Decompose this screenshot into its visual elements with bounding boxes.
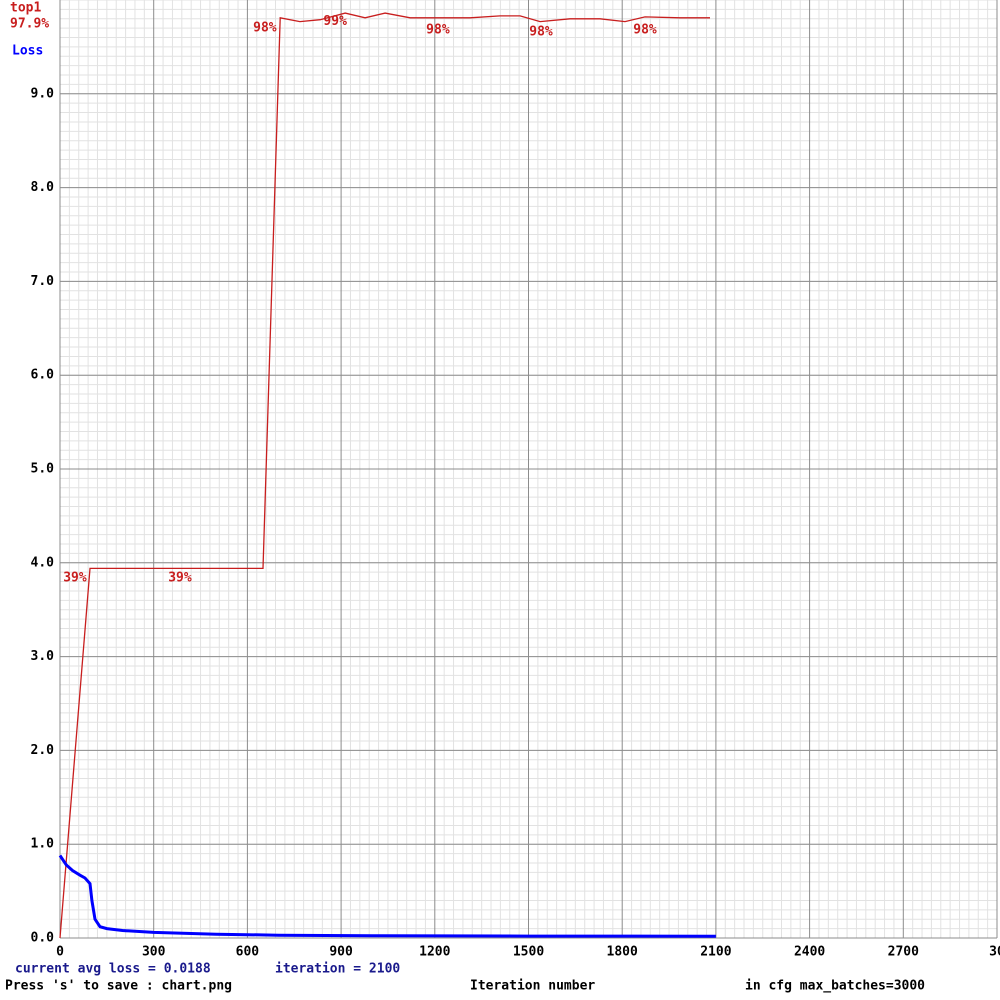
legend-top1: top1 bbox=[10, 1, 41, 16]
x-tick-label: 2100 bbox=[700, 945, 731, 960]
avg-loss: current avg loss = 0.0188 bbox=[15, 962, 211, 977]
x-axis-label: Iteration number bbox=[470, 979, 595, 994]
x-tick-label: 2700 bbox=[888, 945, 919, 960]
y-tick-label: 1.0 bbox=[31, 837, 55, 852]
accuracy-label: 98% bbox=[529, 24, 553, 39]
series-line bbox=[58, 854, 716, 938]
y-tick-label: 2.0 bbox=[31, 743, 55, 758]
y-tick-label: 0.0 bbox=[31, 931, 55, 946]
x-tick-label: 30 bbox=[989, 945, 1000, 960]
x-tick-label: 900 bbox=[329, 945, 353, 960]
x-tick-label: 0 bbox=[56, 945, 64, 960]
x-tick-label: 600 bbox=[236, 945, 260, 960]
y-tick-label: 6.0 bbox=[31, 368, 55, 383]
y-tick-label: 4.0 bbox=[31, 555, 55, 570]
series-line bbox=[59, 12, 710, 939]
max-batches: in cfg max_batches=3000 bbox=[745, 979, 925, 994]
y-tick-label: 3.0 bbox=[31, 649, 55, 664]
accuracy-label: 98% bbox=[426, 23, 450, 38]
iteration: iteration = 2100 bbox=[275, 962, 400, 977]
y-tick-label: 5.0 bbox=[31, 462, 55, 477]
x-tick-label: 2400 bbox=[794, 945, 825, 960]
y-tick-label: 9.0 bbox=[31, 86, 55, 101]
accuracy-label: 98% bbox=[633, 23, 657, 38]
x-tick-label: 1500 bbox=[513, 945, 544, 960]
x-tick-label: 300 bbox=[142, 945, 166, 960]
accuracy-label: 39% bbox=[63, 570, 87, 585]
y-tick-label: 8.0 bbox=[31, 180, 55, 195]
x-tick-label: 1800 bbox=[607, 945, 638, 960]
marks bbox=[58, 12, 716, 939]
accuracy-label: 99% bbox=[323, 14, 347, 29]
save-hint: Press 's' to save : chart.png bbox=[5, 979, 232, 994]
accuracy-label: 98% bbox=[253, 21, 277, 36]
accuracy-label: 39% bbox=[168, 570, 192, 585]
y-tick-label: 7.0 bbox=[31, 274, 55, 289]
legend-loss: Loss bbox=[12, 44, 43, 59]
x-tick-label: 1200 bbox=[419, 945, 450, 960]
grid bbox=[59, 0, 998, 939]
legend-current-accuracy: 97.9% bbox=[10, 17, 49, 32]
